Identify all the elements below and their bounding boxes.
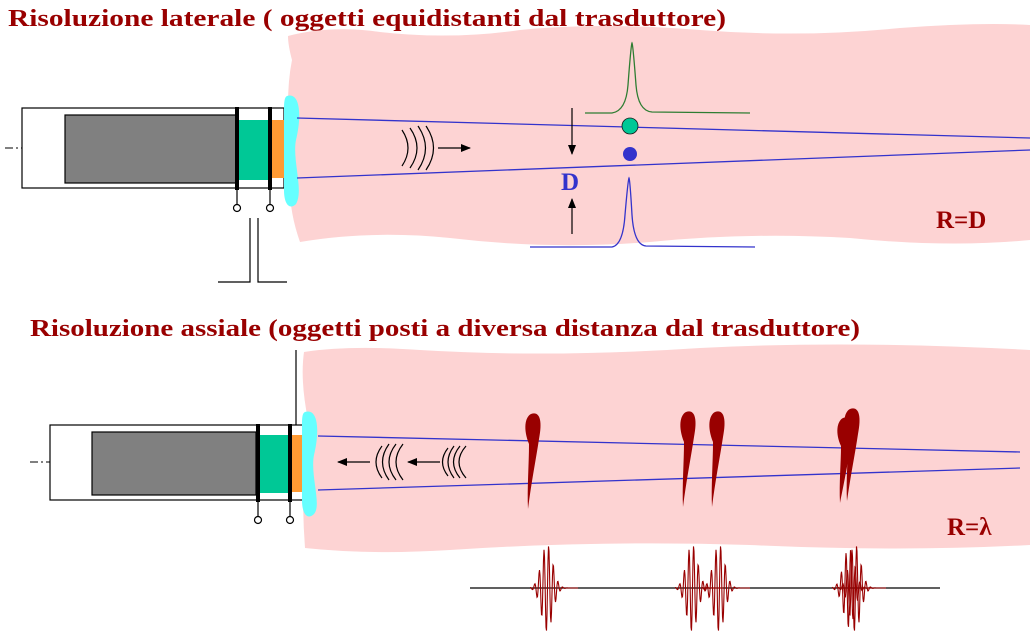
lateral-transducer (21, 95, 300, 213)
transducer-backing (91, 431, 257, 496)
axial-section: Risoluzione assiale (oggetti posti a div… (30, 316, 1031, 631)
excitation-pulse (218, 218, 287, 283)
reflector-single (525, 413, 541, 509)
blue-target (623, 147, 637, 161)
electrode-terminal-front (265, 203, 275, 213)
lateral-beam-edge-lower (296, 149, 1031, 179)
transducer-crystal (260, 435, 288, 493)
reflector-pair-b (709, 411, 725, 507)
echo-burst-single (530, 546, 578, 631)
reflector-close-b (844, 408, 860, 501)
coupling-gel (302, 411, 318, 517)
returning-wavefronts-near (375, 443, 404, 481)
axial-beam-edge-upper (317, 435, 1021, 453)
echo-burst-pair-b (702, 546, 750, 631)
axial-title: Risoluzione assiale (oggetti posti a div… (30, 316, 860, 342)
lateral-section: Risoluzione laterale ( oggetti equidista… (5, 6, 1031, 283)
electrode-terminal-rear (232, 203, 242, 213)
transducer-electrode-bar-rear (235, 107, 239, 190)
axial-beam-edge-lower (317, 467, 1021, 491)
reflector-pair-a (680, 411, 696, 507)
echo-burst-close-b (838, 546, 886, 631)
transducer-matching-layer (292, 435, 302, 492)
lateral-tissue (288, 24, 1030, 246)
transducer-backing (64, 114, 238, 184)
distance-label: D (561, 169, 579, 196)
transducer-electrode-bar-front (268, 107, 272, 190)
reflectors (525, 408, 860, 509)
electrode-terminal-rear (253, 515, 263, 525)
transducer-matching-layer (272, 120, 285, 178)
transducer-crystal (239, 120, 268, 180)
blue-echo-peak (530, 176, 756, 248)
electrode-terminal-front (285, 515, 295, 525)
transducer-electrode-bar-rear (256, 424, 260, 502)
lateral-resolution-label: R=D (936, 207, 986, 234)
axial-transducer (49, 411, 318, 525)
axial-tissue (302, 344, 1031, 553)
green-echo-peak (585, 41, 751, 114)
axial-resolution-label: R=λ (947, 514, 992, 541)
coupling-gel (284, 95, 300, 207)
lateral-beam-edge-upper (296, 117, 1031, 139)
returning-wavefronts-far (441, 445, 467, 479)
green-target (621, 117, 639, 135)
outgoing-wavefronts (401, 125, 435, 171)
transducer-electrode-bar-front (288, 424, 292, 502)
